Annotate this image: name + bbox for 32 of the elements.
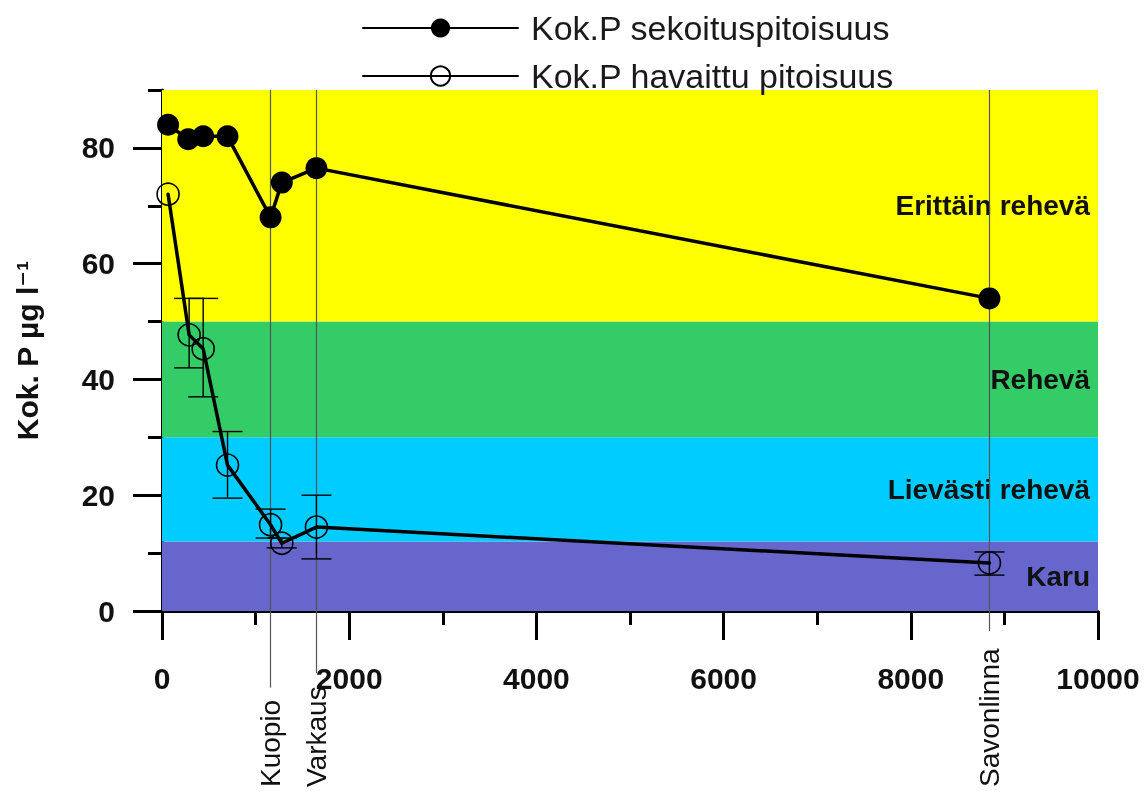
- y-tick-label: 20: [81, 478, 115, 512]
- y-tick-label: 40: [81, 362, 115, 396]
- band-label: Lievästi rehevä: [887, 473, 1091, 505]
- point: [215, 453, 240, 477]
- point: [157, 113, 180, 136]
- point: [192, 125, 215, 148]
- point: [156, 182, 180, 206]
- point: [216, 125, 239, 148]
- band-label: Erittäin rehevä: [895, 190, 1091, 222]
- point: [270, 531, 294, 556]
- point: [191, 336, 215, 361]
- point: [978, 287, 1001, 310]
- x-tick-label: 10000: [1056, 661, 1140, 695]
- point: [270, 171, 293, 194]
- y-tick-label: 80: [81, 131, 115, 165]
- point: [304, 515, 329, 539]
- legend-label: Kok.P havaittu pitoisuus: [531, 57, 894, 95]
- x-tick-label: 6000: [690, 661, 757, 695]
- legend-label: Kok.P sekoituspitoisuus: [531, 9, 890, 47]
- ref-line-label: Kuopio: [255, 699, 287, 787]
- point: [177, 323, 201, 347]
- y-tick-label: 0: [98, 594, 115, 628]
- y-axis-title: Kok. P µg l⁻¹: [10, 260, 44, 441]
- y-tick-label: 60: [81, 247, 115, 281]
- x-tick-label: 0: [153, 661, 171, 695]
- ref-line-label: Savonlinna: [973, 648, 1005, 787]
- band-label: Rehevä: [990, 363, 1091, 395]
- point: [305, 157, 328, 180]
- point: [259, 206, 282, 229]
- band-label: Karu: [1026, 560, 1090, 592]
- x-tick-label: 8000: [877, 661, 945, 695]
- x-tick-label: 4000: [503, 661, 570, 695]
